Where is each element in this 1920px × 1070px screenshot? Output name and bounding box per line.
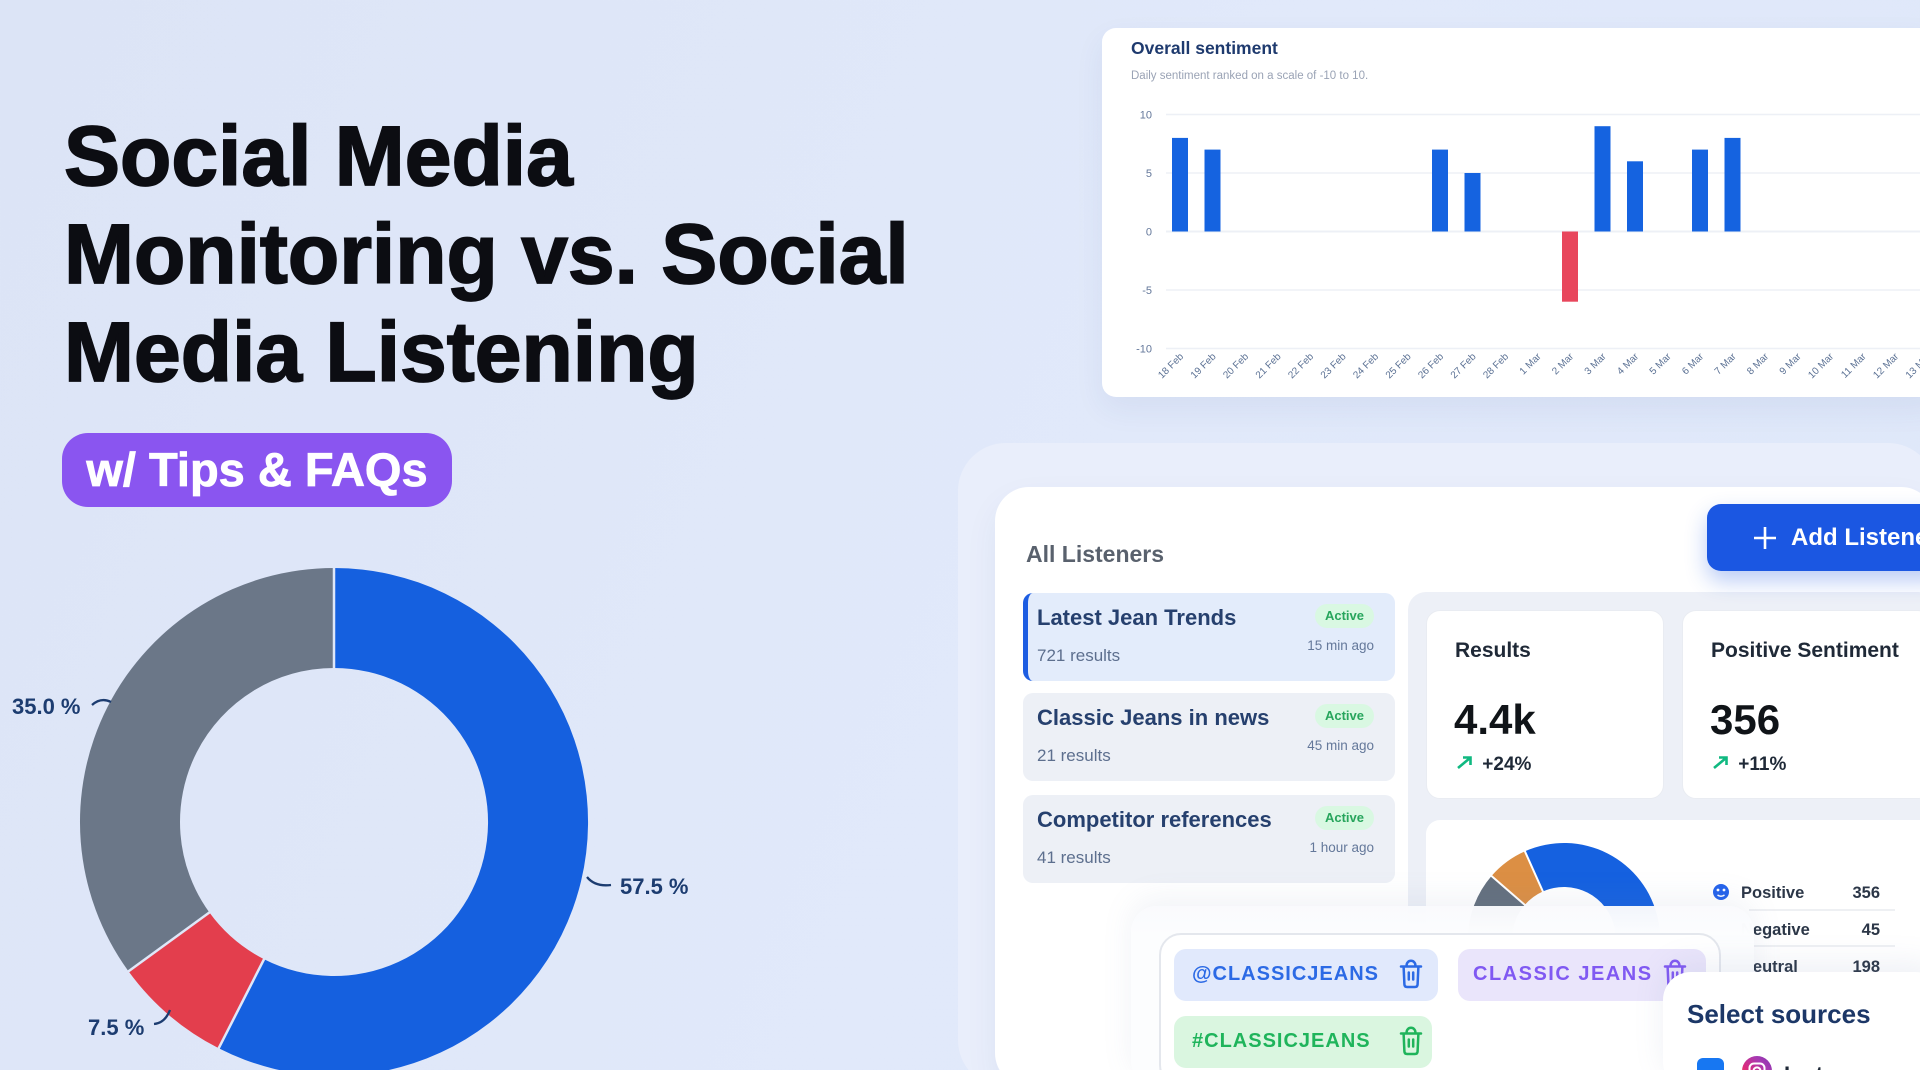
- svg-text:2 Mar: 2 Mar: [1550, 351, 1576, 377]
- svg-text:18 Feb: 18 Feb: [1156, 351, 1186, 381]
- svg-text:13 Mar: 13 Mar: [1904, 351, 1920, 381]
- svg-text:9 Mar: 9 Mar: [1778, 351, 1804, 377]
- svg-text:4 Mar: 4 Mar: [1615, 351, 1641, 377]
- svg-text:10 Mar: 10 Mar: [1806, 351, 1836, 381]
- svg-text:356: 356: [1852, 884, 1880, 902]
- svg-text:19 Feb: 19 Feb: [1189, 351, 1219, 381]
- svg-text:Daily sentiment ranked on a sc: Daily sentiment ranked on a scale of -10…: [1131, 70, 1368, 82]
- svg-text:6 Mar: 6 Mar: [1680, 351, 1706, 377]
- svg-text:198: 198: [1852, 958, 1880, 976]
- svg-text:Neutral: Neutral: [1741, 958, 1798, 976]
- svg-text:10: 10: [1140, 110, 1152, 122]
- svg-text:5 Mar: 5 Mar: [1648, 351, 1674, 377]
- svg-text:57.5 %: 57.5 %: [620, 874, 689, 899]
- svg-text:21 Feb: 21 Feb: [1254, 351, 1284, 381]
- svg-text:3 Mar: 3 Mar: [1583, 351, 1609, 377]
- svg-text:Overall sentiment: Overall sentiment: [1131, 38, 1278, 58]
- svg-text:Negative: Negative: [1741, 921, 1810, 939]
- svg-text:35.0 %: 35.0 %: [12, 694, 81, 719]
- svg-text:20 Feb: 20 Feb: [1221, 351, 1251, 381]
- svg-text:23 Feb: 23 Feb: [1319, 351, 1349, 381]
- svg-text:27 Feb: 27 Feb: [1449, 351, 1479, 381]
- svg-text:7.5 %: 7.5 %: [88, 1015, 144, 1040]
- svg-text:0: 0: [1146, 227, 1152, 239]
- svg-text:11 Mar: 11 Mar: [1839, 351, 1869, 381]
- svg-text:26 Feb: 26 Feb: [1416, 351, 1446, 381]
- svg-text:1 Mar: 1 Mar: [1518, 351, 1544, 377]
- svg-text:-5: -5: [1142, 285, 1152, 297]
- svg-text:12 Mar: 12 Mar: [1871, 351, 1901, 381]
- svg-text:8 Mar: 8 Mar: [1745, 351, 1771, 377]
- svg-text:-10: -10: [1136, 344, 1152, 356]
- svg-text:7 Mar: 7 Mar: [1713, 351, 1739, 377]
- svg-text:28 Feb: 28 Feb: [1481, 351, 1511, 381]
- svg-text:24 Feb: 24 Feb: [1351, 351, 1381, 381]
- svg-text:25 Feb: 25 Feb: [1384, 351, 1414, 381]
- svg-text:45: 45: [1862, 921, 1880, 939]
- svg-text:5: 5: [1146, 168, 1152, 180]
- svg-text:22 Feb: 22 Feb: [1286, 351, 1316, 381]
- svg-text:Positive: Positive: [1741, 884, 1804, 902]
